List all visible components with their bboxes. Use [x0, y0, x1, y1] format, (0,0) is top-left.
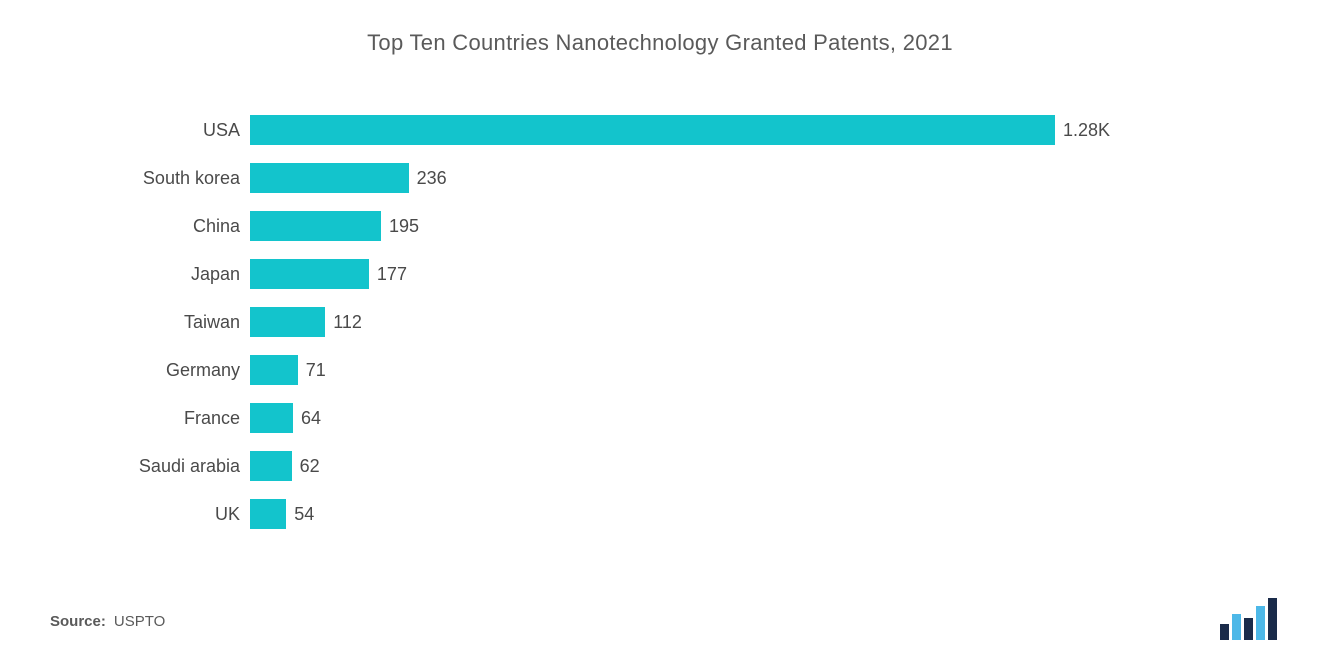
- bar-track: 236: [250, 154, 1110, 202]
- bar-value: 71: [298, 360, 326, 381]
- bar-row: USA1.28K: [250, 106, 1110, 154]
- bar-row: China195: [250, 202, 1110, 250]
- bar-track: 54: [250, 490, 1110, 538]
- source-line: Source:USPTO: [50, 613, 165, 630]
- source-value: USPTO: [114, 613, 165, 630]
- bar-track: 195: [250, 202, 1110, 250]
- bar-fill: [250, 115, 1055, 145]
- bar-row: Japan177: [250, 250, 1110, 298]
- bar-label: Saudi arabia: [139, 456, 250, 477]
- chart-title: Top Ten Countries Nanotechnology Granted…: [50, 30, 1270, 56]
- bar-fill: [250, 403, 293, 433]
- bar-track: 64: [250, 394, 1110, 442]
- logo-bar-4: [1256, 606, 1265, 640]
- bar-row: UK54: [250, 490, 1110, 538]
- logo-bar-3: [1244, 618, 1253, 640]
- source-label: Source:: [50, 613, 114, 630]
- bar-value: 1.28K: [1055, 120, 1110, 141]
- bar-fill: [250, 163, 409, 193]
- chart-container: Top Ten Countries Nanotechnology Granted…: [0, 0, 1320, 665]
- bar-label: France: [184, 408, 250, 429]
- bar-track: 71: [250, 346, 1110, 394]
- bar-value: 195: [381, 216, 419, 237]
- bar-fill: [250, 499, 286, 529]
- bar-row: South korea236: [250, 154, 1110, 202]
- brand-logo: [1220, 598, 1280, 640]
- bar-value: 64: [293, 408, 321, 429]
- bar-label: Germany: [166, 360, 250, 381]
- bar-fill: [250, 355, 298, 385]
- logo-bar-1: [1220, 624, 1229, 640]
- bar-label: UK: [215, 504, 250, 525]
- bar-value: 62: [292, 456, 320, 477]
- bar-fill: [250, 451, 292, 481]
- bar-track: 177: [250, 250, 1110, 298]
- bars-area: USA1.28KSouth korea236China195Japan177Ta…: [250, 106, 1110, 538]
- bar-track: 112: [250, 298, 1110, 346]
- bar-track: 62: [250, 442, 1110, 490]
- bar-label: USA: [203, 120, 250, 141]
- bar-value: 112: [325, 312, 362, 333]
- bar-fill: [250, 259, 369, 289]
- bar-value: 54: [286, 504, 314, 525]
- bar-track: 1.28K: [250, 106, 1110, 154]
- bar-label: China: [193, 216, 250, 237]
- bar-row: Saudi arabia62: [250, 442, 1110, 490]
- logo-bar-5: [1268, 598, 1277, 640]
- bar-label: Taiwan: [184, 312, 250, 333]
- bar-value: 236: [409, 168, 447, 189]
- bar-fill: [250, 211, 381, 241]
- bar-value: 177: [369, 264, 407, 285]
- bar-label: Japan: [191, 264, 250, 285]
- bar-row: France64: [250, 394, 1110, 442]
- bar-label: South korea: [143, 168, 250, 189]
- bar-row: Taiwan112: [250, 298, 1110, 346]
- logo-bar-2: [1232, 614, 1241, 640]
- bar-row: Germany71: [250, 346, 1110, 394]
- bar-fill: [250, 307, 325, 337]
